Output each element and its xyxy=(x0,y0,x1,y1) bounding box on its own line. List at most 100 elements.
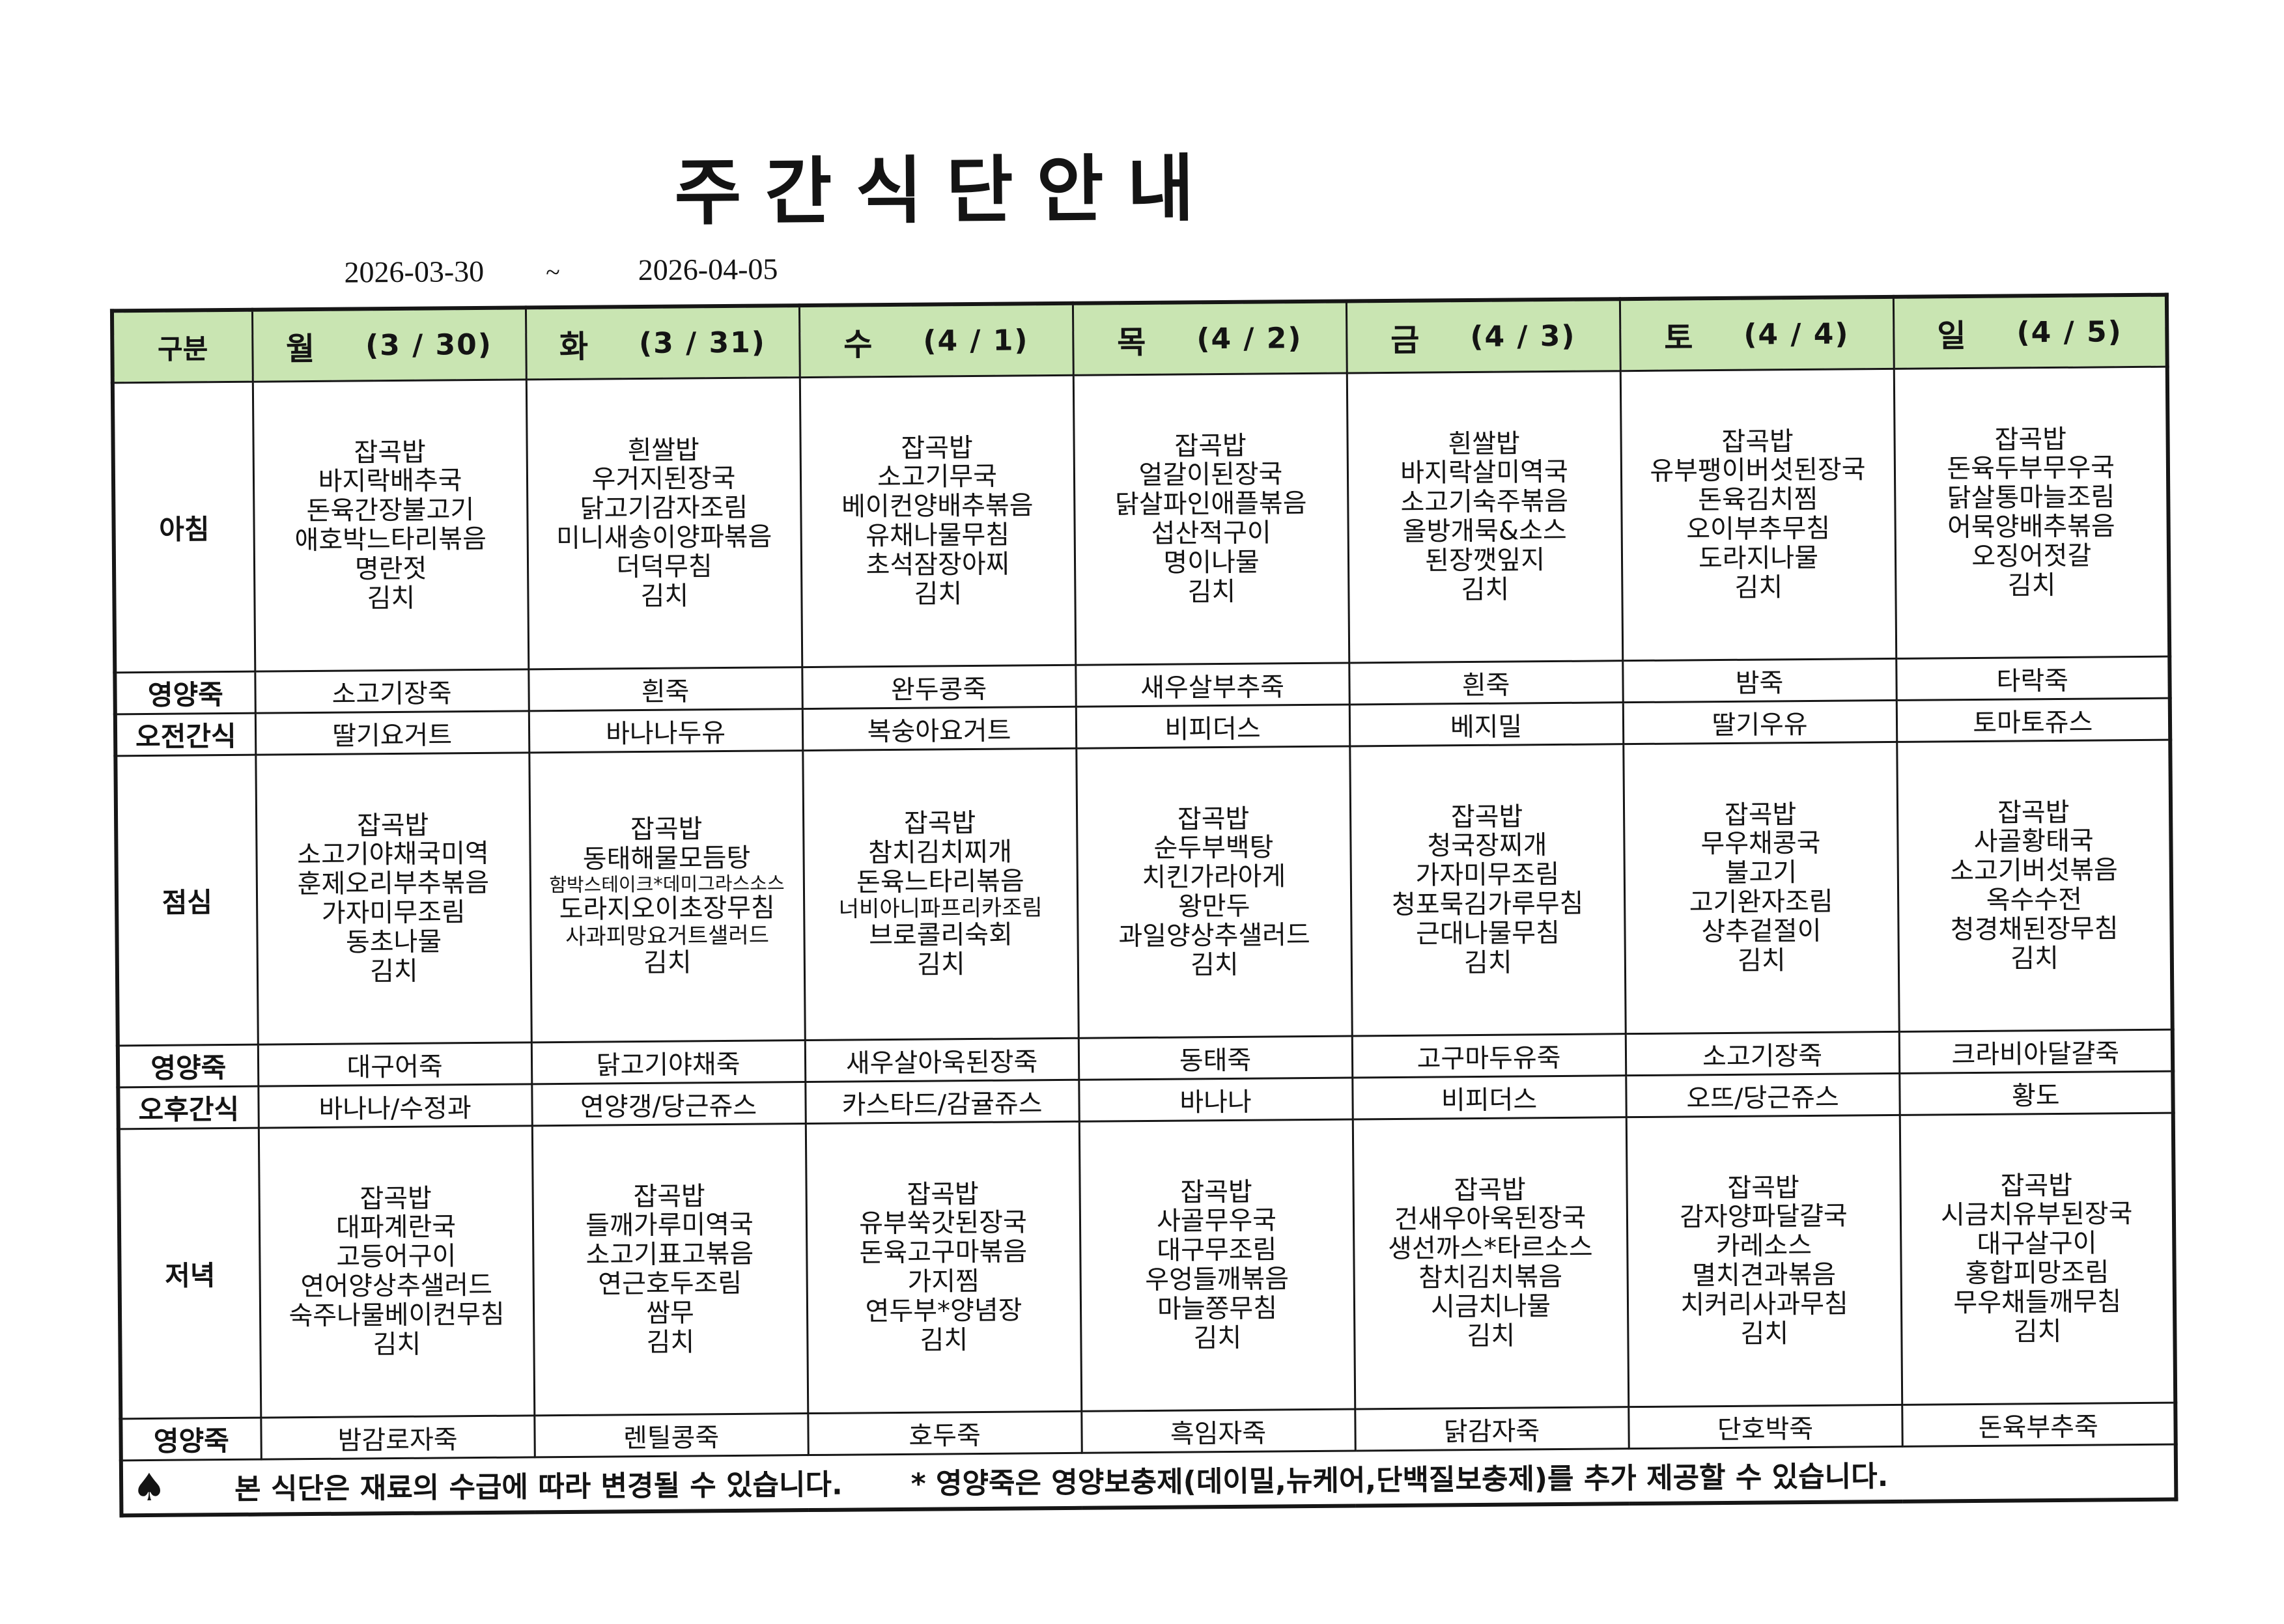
menu-cell: 호두죽 xyxy=(808,1411,1081,1455)
menu-item: 흑임자죽 xyxy=(1082,1411,1354,1451)
menu-cell: 비피더스 xyxy=(1076,705,1349,748)
menu-item: 딸기요거트 xyxy=(256,713,528,753)
menu-item: 함박스테이크*데미그라스소스 xyxy=(531,873,802,896)
menu-item: 과일양상추샐러드 xyxy=(1079,920,1350,951)
menu-cell: 새우살아욱된장죽 xyxy=(805,1038,1079,1082)
menu-item: 김치 xyxy=(1626,945,1897,976)
menu-item: 잡곡밥 xyxy=(801,432,1073,464)
corner-label-cell: 구분 xyxy=(112,310,253,383)
menu-item: 잡곡밥 xyxy=(533,1181,805,1212)
menu-item: 돈육고구마볶음 xyxy=(808,1237,1079,1268)
day-date: (4 / 3) xyxy=(1470,319,1576,353)
menu-item: 오징어젓갈 xyxy=(1896,540,2167,572)
menu-cell: 베지밀 xyxy=(1349,703,1623,746)
footnote: ♠본 식단은 재료의 수급에 따라 변경될 수 있습니다.* 영양죽은 영양보충… xyxy=(123,1449,2174,1510)
menu-item: 잡곡밥 xyxy=(1622,427,1893,458)
menu-item: 들깨가루미역국 xyxy=(533,1210,805,1241)
day-header-cell: 월(3 / 30) xyxy=(252,307,526,382)
row-label: 저녁 xyxy=(119,1128,261,1419)
menu-item: 흰죽 xyxy=(529,669,801,709)
menu-cell: 완두콩죽 xyxy=(802,665,1075,708)
menu-item: 잡곡밥 xyxy=(1901,1170,2172,1201)
menu-item: 시금치나물 xyxy=(1355,1291,1626,1323)
menu-item: 흰죽 xyxy=(1350,663,1622,703)
menu-item: 상추겉절이 xyxy=(1626,916,1897,947)
menu-item: 잡곡밥 xyxy=(254,437,526,468)
day-date: (3 / 31) xyxy=(639,326,766,360)
menu-item: 밤감로자죽 xyxy=(262,1418,533,1457)
menu-item: 비피더스 xyxy=(1353,1078,1625,1117)
menu-item: 소고기버섯볶음 xyxy=(1898,856,2169,887)
menu-item: 카레소스 xyxy=(1628,1231,1900,1262)
day-name: 토 xyxy=(1664,312,1693,357)
menu-item: 소고기표고볶음 xyxy=(534,1239,806,1270)
menu-item: 흰쌀밥 xyxy=(1348,428,1620,460)
menu-cell: 크라비아달걀죽 xyxy=(1899,1029,2173,1073)
day-header: 월(3 / 30) xyxy=(253,321,526,369)
footnote-text-2: * 영양죽은 영양보충제(데이밀,뉴케어,단백질보충제)를 추가 제공할 수 있… xyxy=(910,1453,1888,1502)
menu-cell: 바나나/수정과 xyxy=(258,1084,531,1128)
day-name: 금 xyxy=(1390,315,1420,360)
spade-icon: ♠ xyxy=(132,1465,167,1509)
menu-item: 순두부백탕 xyxy=(1078,833,1349,864)
menu-item: 청국장찌개 xyxy=(1351,831,1623,862)
menu-item: 새우살부추죽 xyxy=(1077,665,1348,705)
menu-item: 흰쌀밥 xyxy=(528,435,799,466)
menu-item: 가지찜 xyxy=(808,1267,1079,1298)
menu-item: 동태해물모듬탕 xyxy=(531,843,802,875)
menu-item: 대파계란국 xyxy=(260,1212,531,1244)
menu-cell: 흰죽 xyxy=(528,667,802,711)
menu-item: 대구살구이 xyxy=(1902,1229,2173,1260)
menu-item: 고구마두유죽 xyxy=(1353,1036,1624,1076)
menu-item: 김치 xyxy=(1902,1316,2173,1347)
menu-cell: 복숭아요거트 xyxy=(802,707,1076,750)
menu-item: 김치 xyxy=(535,1327,806,1358)
menu-item: 올방개묵&소스 xyxy=(1349,516,1620,547)
menu-item: 우엉들깨볶음 xyxy=(1081,1264,1353,1295)
menu-item: 무우채들깨무침 xyxy=(1902,1287,2173,1318)
menu-item: 된장깻잎지 xyxy=(1349,545,1620,576)
menu-cell: 돈육부추죽 xyxy=(1902,1403,2175,1446)
menu-item: 김치 xyxy=(802,578,1074,609)
menu-item: 잡곡밥 xyxy=(531,814,802,845)
menu-item: 명이나물 xyxy=(1075,547,1347,578)
day-date: (4 / 5) xyxy=(2016,315,2122,349)
menu-item: 숙주나물베이컨무침 xyxy=(261,1300,532,1331)
menu-cell: 바나나 xyxy=(1079,1078,1352,1121)
menu-cell: 닭감자죽 xyxy=(1355,1407,1628,1451)
day-header: 화(3 / 31) xyxy=(527,319,799,367)
row-label: 영양죽 xyxy=(118,1044,258,1087)
menu-item: 사골황태국 xyxy=(1898,826,2169,858)
menu-item: 닭감자죽 xyxy=(1356,1409,1628,1449)
menu-cell: 딸기우유 xyxy=(1623,700,1896,744)
menu-item: 잡곡밥 xyxy=(1077,804,1349,835)
menu-item: 유부팽이버섯된장국 xyxy=(1622,455,1893,486)
menu-item: 김치 xyxy=(1899,943,2170,974)
day-header: 수(4 / 1) xyxy=(800,317,1073,365)
menu-item: 동초나물 xyxy=(258,927,529,958)
menu-item: 잡곡밥 xyxy=(1351,802,1622,833)
menu-item: 우거지된장국 xyxy=(528,464,799,496)
menu-item: 김치 xyxy=(1352,947,1624,979)
menu-item: 김치 xyxy=(1896,570,2167,601)
menu-item: 사골무우국 xyxy=(1080,1206,1352,1237)
menu-item: 고등어구이 xyxy=(261,1242,532,1273)
menu-cell: 딸기요거트 xyxy=(255,711,529,755)
menu-item: 김치 xyxy=(805,949,1077,981)
